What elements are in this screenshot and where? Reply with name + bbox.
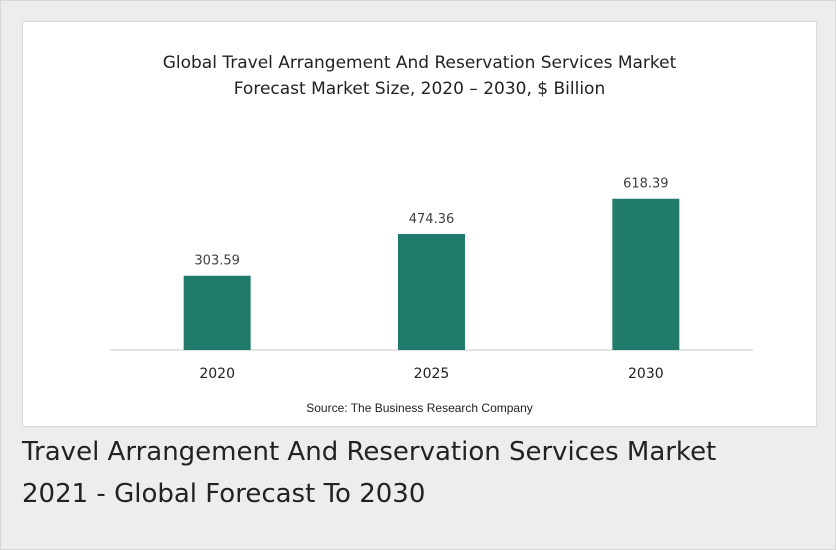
chart-title-line-2: Forecast Market Size, 2020 – 2030, $ Bil… (233, 79, 606, 99)
bar-chart: 303.59 2020 474.36 2025 618.39 2030 (110, 177, 753, 382)
caption-line-2: 2021 - Global Forecast To 2030 (22, 479, 426, 509)
chart-title-line-1: Global Travel Arrangement And Reservatio… (162, 53, 677, 73)
page-caption[interactable]: Travel Arrangement And Reservation Servi… (22, 431, 822, 515)
data-label-2030: 618.39 (623, 177, 669, 192)
x-tick-label-2020: 2020 (199, 366, 235, 382)
bar-2025[interactable] (398, 233, 465, 350)
bar-2030[interactable] (612, 198, 680, 350)
bar-2020[interactable] (183, 275, 251, 350)
x-tick-label-2025: 2025 (414, 366, 450, 382)
source-note: Source: The Business Research Company (306, 401, 533, 415)
chart-title: Global Travel Arrangement And Reservatio… (23, 50, 816, 102)
data-label-2020: 303.59 (194, 254, 240, 269)
data-label-2025: 474.36 (409, 212, 455, 227)
chart-frame: Global Travel Arrangement And Reservatio… (22, 21, 817, 427)
x-tick-label-2030: 2030 (628, 366, 664, 382)
caption-line-1: Travel Arrangement And Reservation Servi… (22, 437, 717, 467)
